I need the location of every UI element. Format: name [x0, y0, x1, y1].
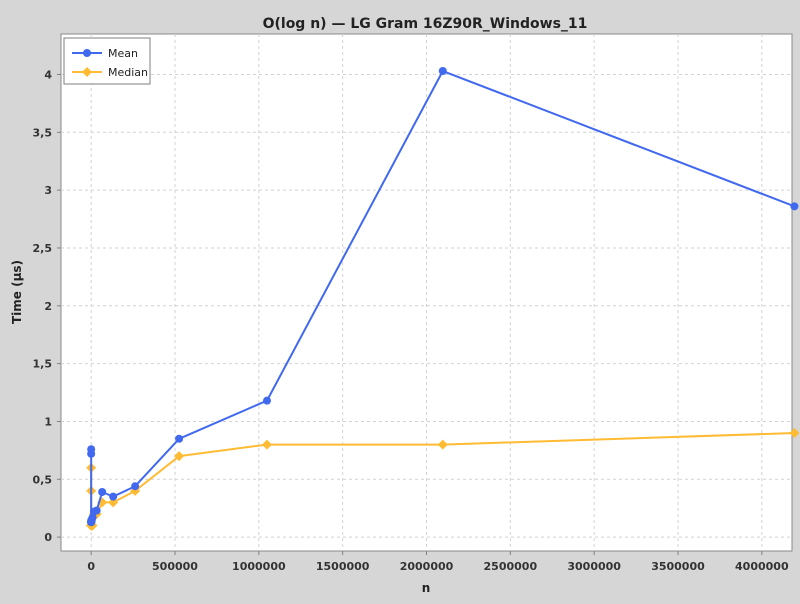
- y-tick-label: 1,5: [33, 358, 53, 371]
- y-axis: 0 0,5 1 1,5 2 2,5 3 3,5 4: [33, 68, 61, 544]
- x-tick-label: 1000000: [232, 560, 286, 573]
- legend-items: Mean Median: [72, 47, 148, 79]
- y-tick-label: 3: [44, 184, 52, 197]
- data-point-median: [108, 497, 119, 508]
- x-tick-label: 2000000: [400, 560, 454, 573]
- x-axis: 0 500000 1000000 1500000 2000000 2500000 30000…: [87, 551, 789, 573]
- x-tick-label: 3000000: [567, 560, 621, 573]
- y-tick-label: 2: [44, 300, 52, 313]
- legend-label-mean: Mean: [108, 47, 138, 60]
- data-point-mean: [790, 202, 799, 211]
- legend-marker-mean: [83, 49, 91, 57]
- legend: Mean Median: [63, 37, 151, 85]
- legend-item-median: Median: [72, 66, 148, 79]
- data-point-median: [261, 439, 272, 450]
- data-point-mean: [262, 396, 271, 405]
- data-point-mean: [92, 506, 101, 515]
- legend-marker-median: [82, 67, 92, 77]
- legend-item-mean: Mean: [72, 47, 138, 60]
- data-point-median: [437, 439, 448, 450]
- data-point-mean: [109, 492, 118, 501]
- y-tick-label: 0,5: [33, 473, 53, 486]
- x-tick-label: 2500000: [484, 560, 538, 573]
- x-tick-label: 0: [87, 560, 95, 573]
- y-tick-label: 4: [44, 68, 52, 81]
- series-mean: [87, 67, 799, 527]
- chart-title: O(log n) — LG Gram 16Z90R_Windows_11: [263, 16, 588, 32]
- data-point-mean: [175, 434, 184, 443]
- x-tick-label: 500000: [152, 560, 198, 573]
- x-tick-label: 1500000: [316, 560, 370, 573]
- data-point-mean: [98, 488, 107, 497]
- y-axis-label: Time (µs): [10, 260, 24, 324]
- x-tick-label: 4000000: [735, 560, 789, 573]
- y-tick-label: 1: [44, 415, 52, 428]
- y-tick-label: 0: [44, 531, 52, 544]
- data-point-median: [789, 428, 800, 439]
- data-point-median: [174, 451, 185, 462]
- series-layer: [86, 67, 800, 531]
- x-axis-label: n: [422, 581, 431, 595]
- grid-lines: [61, 34, 792, 551]
- y-tick-label: 3,5: [33, 126, 53, 139]
- x-tick-label: 3500000: [651, 560, 705, 573]
- y-tick-label: 2,5: [33, 242, 53, 255]
- legend-label-median: Median: [108, 66, 148, 79]
- data-point-mean: [438, 67, 447, 76]
- legend-box: [63, 37, 151, 85]
- data-point-mean: [131, 482, 140, 491]
- data-point-mean: [87, 449, 96, 458]
